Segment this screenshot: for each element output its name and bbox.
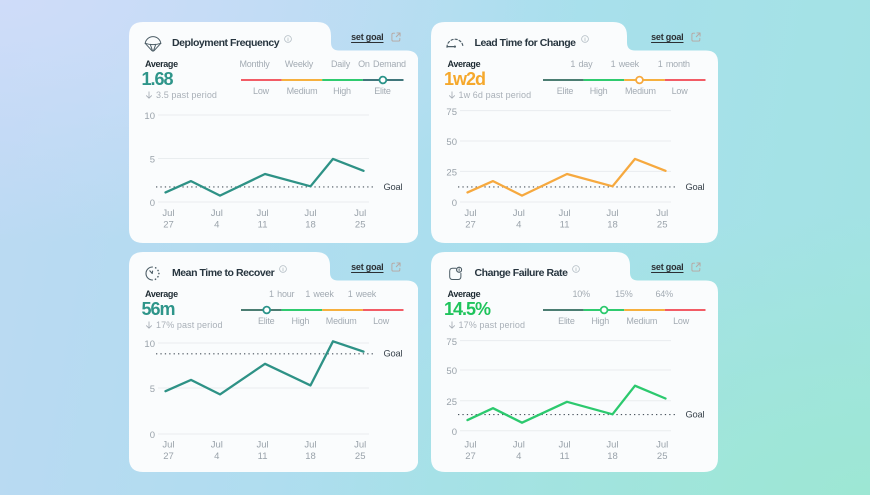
svg-text:Jul: Jul [606,208,618,219]
svg-text:5: 5 [149,384,154,395]
svg-text:25: 25 [657,220,668,231]
svg-text:10: 10 [144,111,155,122]
svg-text:Elite: Elite [558,316,575,326]
svg-text:Goal: Goal [383,349,402,359]
svg-text:Monthly: Monthly [239,59,270,69]
svg-text:Jul: Jul [559,440,571,451]
svg-text:27: 27 [465,451,476,462]
svg-text:Jul: Jul [256,208,268,219]
svg-text:50: 50 [446,137,457,148]
svg-text:Low: Low [253,86,270,96]
svg-text:Jul: Jul [559,208,571,219]
svg-text:Low: Low [373,316,390,326]
svg-text:Goal: Goal [383,182,402,192]
svg-text:Jul: Jul [513,208,525,219]
svg-text:Low: Low [673,316,690,326]
svg-text:Jul: Jul [464,440,476,451]
svg-text:Jul: Jul [210,440,222,451]
svg-text:Jul: Jul [656,440,668,451]
svg-text:Jul: Jul [162,208,174,219]
svg-text:27: 27 [163,220,174,231]
svg-text:Elite: Elite [374,86,391,96]
svg-text:4: 4 [214,451,219,462]
svg-text:18: 18 [607,220,618,231]
svg-text:10%: 10% [572,289,590,299]
svg-text:Medium: Medium [626,316,657,326]
svg-text:0: 0 [149,430,154,441]
svg-text:Goal: Goal [686,182,705,192]
svg-text:25: 25 [446,397,457,408]
svg-text:High: High [291,316,309,326]
svg-text:10: 10 [144,339,155,350]
svg-text:25: 25 [446,168,457,179]
svg-text:Jul: Jul [606,440,618,451]
svg-text:1 week: 1 week [611,59,640,69]
svg-text:1 day: 1 day [570,59,593,69]
svg-text:1 week: 1 week [305,289,334,299]
svg-text:Jul: Jul [304,440,316,451]
svg-text:75: 75 [446,107,457,118]
svg-text:Jul: Jul [256,440,268,451]
svg-text:1 week: 1 week [347,289,376,299]
svg-text:11: 11 [257,220,267,231]
svg-text:0: 0 [452,427,457,438]
svg-text:0: 0 [149,198,154,209]
svg-text:Medium: Medium [625,86,656,96]
svg-text:Medium: Medium [325,316,356,326]
svg-text:11: 11 [560,220,570,231]
svg-text:4: 4 [214,220,219,231]
svg-text:18: 18 [305,220,316,231]
svg-text:On Demand: On Demand [358,59,406,69]
svg-text:18: 18 [305,451,316,462]
svg-text:64%: 64% [655,289,673,299]
svg-text:Jul: Jul [354,440,366,451]
svg-text:11: 11 [257,451,267,462]
svg-text:25: 25 [354,451,365,462]
svg-text:High: High [333,86,351,96]
svg-text:1 month: 1 month [658,59,690,69]
svg-text:4: 4 [516,451,521,462]
svg-text:4: 4 [516,220,521,231]
svg-text:Low: Low [672,86,689,96]
svg-text:Jul: Jul [464,208,476,219]
svg-text:Elite: Elite [257,316,274,326]
svg-text:0: 0 [452,198,457,209]
svg-text:15%: 15% [615,289,633,299]
svg-text:25: 25 [354,220,365,231]
svg-text:25: 25 [657,451,668,462]
svg-text:27: 27 [465,220,476,231]
svg-text:Goal: Goal [686,410,705,420]
svg-text:18: 18 [607,451,618,462]
svg-text:Jul: Jul [656,208,668,219]
svg-text:75: 75 [446,337,457,348]
svg-text:Daily: Daily [330,59,350,69]
svg-text:5: 5 [149,155,154,166]
svg-text:27: 27 [163,451,174,462]
svg-text:High: High [590,86,608,96]
svg-text:Medium: Medium [286,86,317,96]
svg-text:Jul: Jul [210,208,222,219]
svg-text:Jul: Jul [354,208,366,219]
svg-text:Jul: Jul [513,440,525,451]
svg-text:11: 11 [560,451,570,462]
svg-text:1 hour: 1 hour [269,289,295,299]
svg-text:Jul: Jul [304,208,316,219]
svg-text:High: High [591,316,609,326]
svg-text:Jul: Jul [162,440,174,451]
svg-text:Weekly: Weekly [284,59,313,69]
svg-text:50: 50 [446,366,457,377]
svg-text:Elite: Elite [557,86,574,96]
